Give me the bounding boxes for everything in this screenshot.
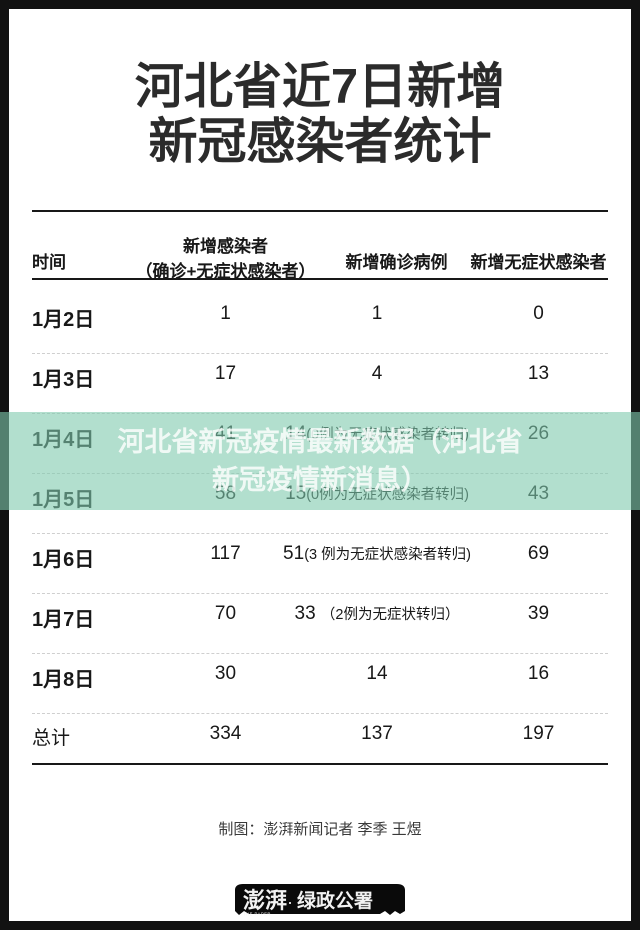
svg-text:绿政公署: 绿政公署: [297, 889, 373, 912]
svg-text:THE PAPER: THE PAPER: [243, 912, 271, 917]
svg-text:·: ·: [287, 892, 293, 912]
svg-text:澎湃: 澎湃: [243, 888, 287, 913]
